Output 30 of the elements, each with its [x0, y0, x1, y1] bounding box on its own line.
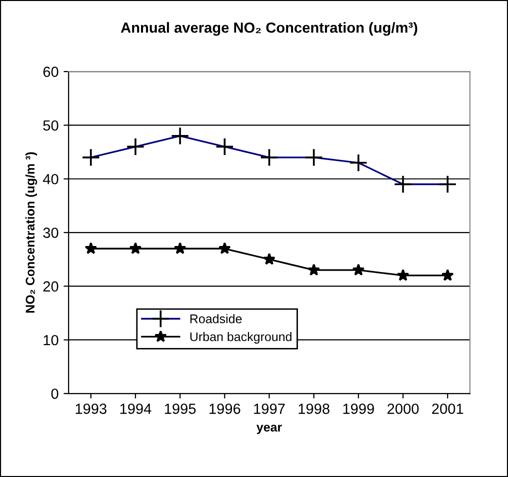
point	[84, 242, 98, 254]
point	[129, 242, 142, 254]
x-tick-label: 1996	[210, 404, 240, 414]
legend-label: Urban background	[190, 332, 292, 344]
y-axis-title: NO₂ Concentration (ug/m ³)	[25, 152, 38, 313]
point	[263, 252, 276, 265]
y-tick-label: 20	[43, 281, 58, 292]
y-tick-label: 0	[51, 388, 58, 399]
point	[218, 242, 231, 254]
y-tick-label: 40	[42, 174, 58, 184]
x-tick-label: 1997	[254, 404, 285, 414]
y-tick-label: 30	[43, 228, 58, 238]
chart-title: Annual average NO₂ Concentration (ug/m³)	[120, 22, 418, 36]
y-tick-label: 60	[43, 66, 58, 77]
x-tick-label: 2000	[388, 404, 419, 414]
point	[396, 269, 410, 281]
point	[352, 264, 365, 276]
y-tick-label: 10	[44, 334, 58, 346]
legend-label: Roadside	[190, 314, 242, 324]
point	[441, 269, 454, 281]
point	[308, 264, 320, 276]
x-axis-title: year	[256, 424, 282, 434]
y-tick-label: 50	[43, 120, 58, 131]
point	[174, 242, 186, 254]
x-tick-label: 1993	[76, 404, 106, 414]
x-tick-label: 1995	[164, 404, 196, 414]
x-tick-label: 2001	[432, 404, 464, 414]
x-tick-label: 1998	[298, 404, 330, 414]
x-tick-label: 1999	[343, 404, 374, 414]
x-tick-label: 1994	[120, 404, 152, 414]
